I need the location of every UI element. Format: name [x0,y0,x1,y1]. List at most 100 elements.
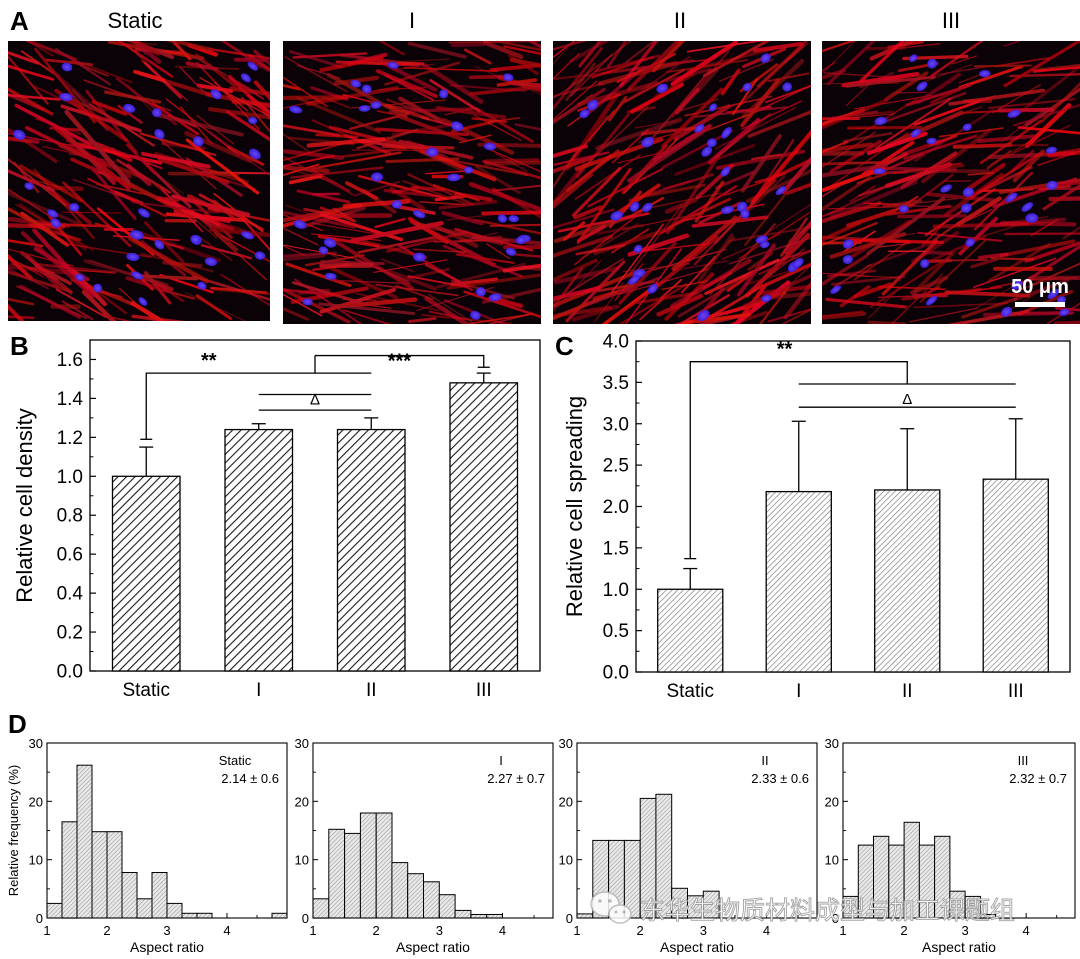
actin-fiber [553,173,594,210]
significance-label: *** [388,351,412,373]
actin-fiber [570,109,616,162]
actin-fiber [225,110,270,142]
actin-fiber [1030,262,1080,287]
actin-fiber [1034,181,1080,190]
histogram-bar [576,913,594,919]
actin-fiber [8,188,56,221]
histogram-bar [91,831,108,919]
actin-fiber [19,284,81,319]
actin-fiber [356,128,419,150]
actin-fiber [489,223,541,227]
nucleus [387,61,399,69]
y-tick-label: 0 [302,911,309,926]
actin-fiber [905,83,972,107]
nucleus [324,272,337,280]
actin-fiber [553,41,576,59]
nucleus [361,84,372,94]
y-tick-label: 2.0 [603,497,629,518]
actin-fiber [986,150,1013,170]
actin-fiber [553,162,587,209]
condition-label-iii: III [942,8,960,33]
actin-fiber [32,228,96,298]
actin-fiber [8,127,58,163]
actin-fiber [970,257,999,269]
actin-fiber [767,308,811,323]
bar-ii [336,428,406,672]
actin-fiber [553,260,602,313]
actin-fiber [375,127,469,137]
actin-fiber [8,267,49,290]
nucleus [962,187,975,197]
nucleus [925,296,938,306]
x-tick-label: III [1008,681,1024,702]
histogram-bar [344,832,361,919]
actin-fiber [574,154,641,200]
significance-label: Δ [902,391,912,408]
x-tick-label: Static [666,681,714,702]
actin-fiber [822,183,843,198]
histogram-bar [423,881,440,919]
histogram-static: 0 10 20 30 1 2 3 4 Aspect ratio Relative frequenc… [6,736,288,955]
actin-fiber [222,41,262,69]
actin-fiber [200,244,253,260]
panel-c: C 0.0 0.5 1.0 1.5 2.0 2.5 3.0 3.5 4.0 Relative ce… [555,331,1071,702]
nucleus [59,92,73,102]
actin-fiber [1000,106,1049,143]
y-tick-label: 0.4 [57,584,84,605]
actin-fiber [728,226,811,242]
histogram-title: Static [219,753,252,768]
x-tick-label: 1 [839,923,846,938]
actin-fiber [695,68,719,94]
actin-fiber [901,139,942,157]
actin-fiber [398,205,436,215]
actin-fiber [220,234,270,263]
nucleus [13,129,26,140]
actin-fiber [823,41,856,74]
actin-fiber [55,47,111,86]
actin-fiber [402,179,470,206]
nucleus [289,105,303,114]
actin-fiber [822,311,867,320]
actin-fiber [764,262,811,287]
actin-fiber [576,167,632,244]
actin-fiber [675,87,700,115]
actin-fiber [758,250,811,275]
actin-fiber [152,183,218,239]
actin-fiber [969,153,1039,199]
actin-fiber [427,293,477,324]
watermark: 东华生物质材料成型与加工课题组 [590,891,1015,925]
actin-fiber [822,98,889,130]
bar-i [224,428,294,672]
nucleus [960,203,972,213]
actin-fiber [210,288,270,296]
actin-fiber [468,313,534,324]
actin-fiber [342,146,411,158]
y-tick-label: 1.6 [57,350,83,371]
actin-fiber [429,79,481,113]
x-tick-label: 2 [103,923,110,938]
nucleus [131,271,143,280]
actin-fiber [157,157,230,184]
actin-fiber [283,133,311,153]
actin-fiber [125,276,170,293]
actin-fiber [557,212,650,233]
actin-fiber [283,124,341,137]
actin-fiber [1042,183,1080,211]
actin-fiber [587,276,663,306]
actin-fiber [934,65,989,76]
y-tick-label: 1.5 [603,538,629,559]
histogram-bar [106,831,123,919]
actin-fiber [822,201,882,224]
actin-fiber [826,269,877,278]
actin-fiber [859,41,905,83]
actin-fiber [436,262,526,289]
significance-label: Δ [310,391,320,408]
actin-fiber [407,275,468,288]
actin-fiber [160,186,204,233]
actin-fiber [638,183,706,199]
actin-fiber [326,73,408,119]
x-tick-label: II [366,680,377,701]
actin-fiber [938,127,1004,138]
y-tick-label: 3.0 [603,414,629,435]
actin-fiber [826,41,876,86]
